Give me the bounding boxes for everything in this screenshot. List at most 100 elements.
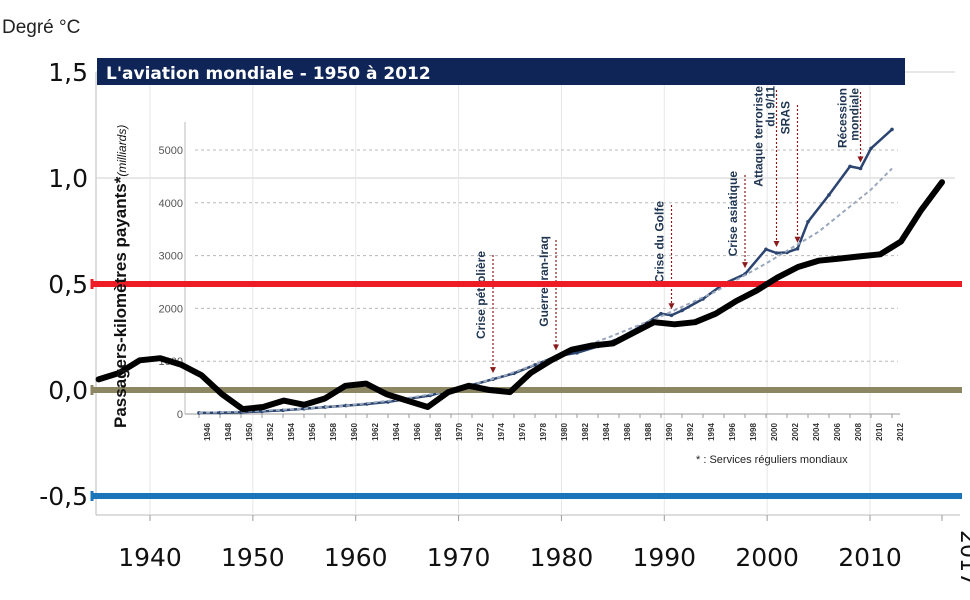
- inset-x-tick-label: 2008: [854, 423, 863, 441]
- traffic-point: [848, 164, 852, 169]
- inset-x-tick-label: 1974: [497, 423, 506, 441]
- outer-x-ticks: 1940 1950 1960 1970 1980 1990 2000 2010: [118, 543, 902, 572]
- annotation-arrowhead: [668, 303, 675, 310]
- traffic-point: [659, 311, 663, 316]
- annotation-line: Crise du Golfe: [653, 201, 667, 283]
- inset-y-tick-label: 5000: [159, 145, 183, 157]
- temperature-line: [95, 179, 945, 413]
- outer-y-tick-label: 1,0: [48, 164, 88, 193]
- inset-x-tick-label: 1982: [581, 423, 590, 441]
- outer-x-tick-label: 2000: [735, 543, 799, 572]
- inset-x-tick-label: 1990: [665, 423, 674, 441]
- inset-x-tick-label: 1992: [686, 423, 695, 441]
- inset-title: L'aviation mondiale - 1950 à 2012: [106, 64, 431, 84]
- outer-y-tick-label: 0,0: [48, 376, 88, 405]
- inset-x-tick-label: 1986: [623, 423, 632, 441]
- annotation-line: SRAS: [779, 101, 793, 134]
- annotation-arrowhead: [857, 156, 864, 163]
- inset-y-tick-label: 2000: [159, 303, 183, 315]
- annotation-label: Crise pétrolière: [474, 251, 488, 339]
- inset-x-ticks: 1946 1948 1950 1952 1954 1956 1958 1960 1962 1964…: [198, 414, 905, 441]
- inset-x-tick-label: 1966: [413, 423, 422, 441]
- traffic-point: [533, 363, 537, 367]
- outer-y-tick-label: -0,5: [39, 482, 88, 511]
- inset-x-tick-label: 1950: [245, 423, 254, 441]
- traffic-point: [890, 127, 894, 132]
- inset-y-axis-label: Passagers-kilomètres payants*(milliards): [111, 125, 130, 428]
- outer-x-tick-label: 1980: [530, 543, 594, 572]
- x-end-label: 2017: [955, 530, 970, 586]
- inset-annotations: Crise pétrolièreGuerre Iran-IraqCrise du…: [474, 86, 864, 374]
- traffic-point: [869, 146, 873, 151]
- inset-x-tick-label: 2000: [770, 423, 779, 441]
- annotation-line: Attaque terroriste: [752, 86, 766, 187]
- inset-title-banner: [97, 58, 905, 85]
- annotation-label: Crise du Golfe: [653, 201, 667, 283]
- outer-x-tick-label: 1940: [118, 543, 182, 572]
- inset-x-tick-label: 2010: [875, 423, 884, 441]
- inset-x-tick-label: 1976: [518, 423, 527, 441]
- inset-x-tick-label: 2006: [833, 423, 842, 441]
- inset-x-tick-label: 1980: [560, 423, 569, 441]
- inset-x-tick-label: 2002: [791, 423, 800, 441]
- outer-y-ticks: 1,5 1,0 0,5 0,0 -0,5: [39, 58, 88, 511]
- inset-y-tick-label: 4000: [159, 198, 183, 210]
- outer-x-grid: [149, 85, 943, 521]
- inset-x-tick-label: 1984: [602, 423, 611, 441]
- outer-x-tick-label: 2010: [838, 543, 902, 572]
- inset-x-tick-label: 1948: [224, 423, 233, 441]
- inset-x-tick-label: 1954: [287, 423, 296, 441]
- annotation-arrowhead: [773, 240, 780, 247]
- reference-lines: [90, 279, 962, 501]
- traffic-point: [795, 246, 800, 251]
- traffic-point: [575, 351, 579, 355]
- inset-x-tick-label: 2012: [896, 423, 905, 441]
- outer-x-tick-label: 1950: [221, 543, 285, 572]
- annotation-label: Attaque terroristedu 9/11: [752, 86, 778, 187]
- annotation-arrowhead: [794, 236, 801, 243]
- inset-x-tick-label: 1968: [434, 423, 443, 441]
- inset-x-tick-label: 1946: [203, 423, 212, 441]
- outer-y-axis-label: Degré °C: [2, 17, 80, 38]
- traffic-point: [827, 193, 831, 197]
- traffic-trend-line: [198, 167, 893, 414]
- inset-y-tick-label: 3000: [159, 251, 183, 263]
- outer-x-tick-label: 1990: [632, 543, 696, 572]
- inset-x-tick-label: 1958: [329, 423, 338, 441]
- outer-y-tick-label: 0,5: [48, 270, 88, 299]
- inset-x-tick-label: 1978: [539, 423, 548, 441]
- annotation-arrowhead: [742, 262, 748, 269]
- inset-footnote: * : Services réguliers mondiaux: [696, 454, 848, 466]
- inset-x-tick-label: 1998: [749, 423, 758, 441]
- traffic-point: [806, 220, 810, 224]
- outer-x-tick-label: 1960: [324, 543, 388, 572]
- annotation-line: mondiale: [848, 88, 862, 141]
- outer-y-tick-label: 1,5: [48, 58, 88, 87]
- inset-y-tick-label: 0: [177, 409, 183, 421]
- annotation-label: Crise asiatique: [726, 171, 740, 257]
- inset-x-tick-label: 1952: [266, 423, 275, 441]
- annotation-arrowhead: [490, 367, 496, 374]
- inset-x-tick-label: 2004: [812, 423, 821, 441]
- traffic-point: [669, 313, 674, 318]
- traffic-point: [680, 308, 684, 313]
- temperature-series: [95, 179, 945, 413]
- inset-x-tick-label: 1970: [455, 423, 464, 441]
- inset-x-tick-label: 1964: [392, 423, 401, 441]
- annotation-line: Crise asiatique: [726, 171, 740, 257]
- inset-x-tick-label: 1972: [476, 423, 485, 441]
- traffic-point: [764, 247, 768, 252]
- annotation-line: du 9/11: [764, 86, 778, 127]
- annotation-label: Récessionmondiale: [836, 88, 862, 148]
- traffic-point: [858, 166, 863, 171]
- inset-x-tick-label: 1962: [371, 423, 380, 441]
- outer-x-tick-label: 1970: [427, 543, 491, 572]
- annotation-arrowhead: [553, 344, 559, 351]
- annotation-line: Crise pétrolière: [474, 251, 488, 339]
- annotation-label: SRAS: [779, 101, 793, 134]
- inset-x-tick-label: 1996: [728, 423, 737, 441]
- inset-x-tick-label: 1994: [707, 423, 716, 441]
- inset-x-tick-label: 1960: [350, 423, 359, 441]
- annotation-line: Récession: [836, 88, 850, 148]
